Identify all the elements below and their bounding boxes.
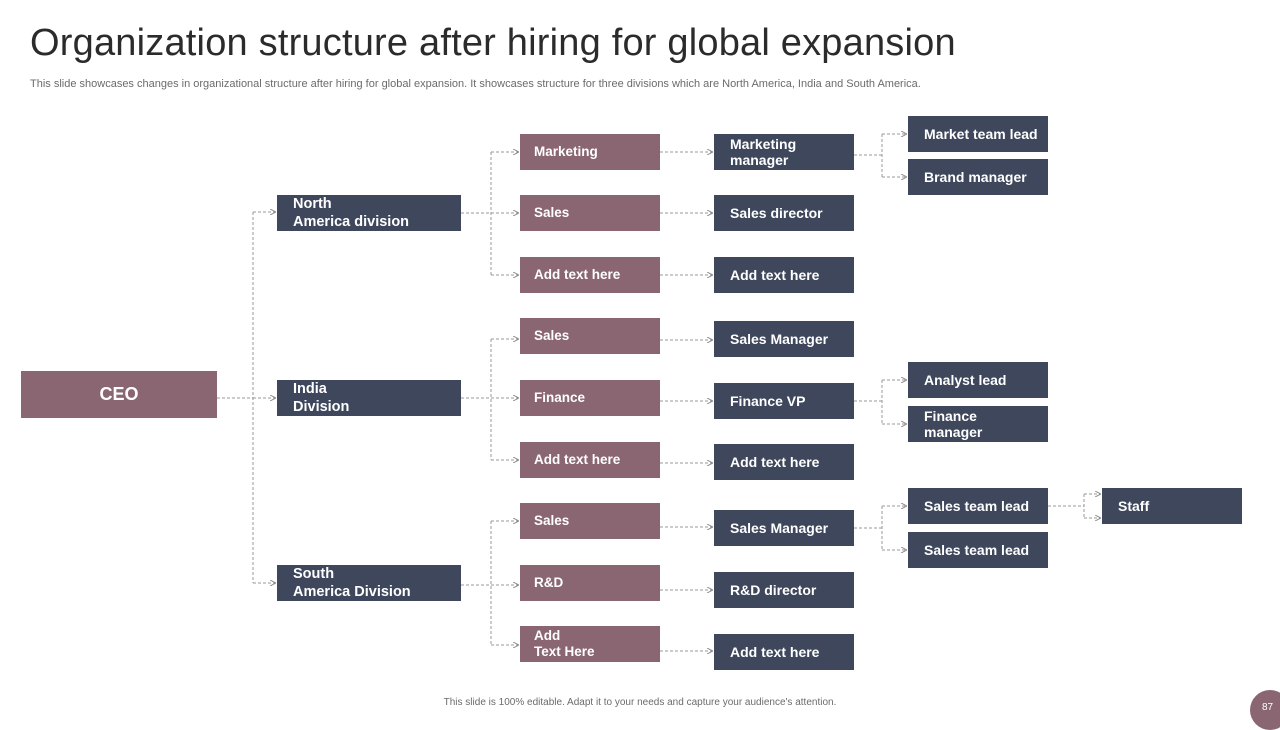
sa-sales-manager-box: Sales Manager	[714, 510, 854, 546]
india-add-text-manager-box: Add text here	[714, 444, 854, 480]
sa-sales-box: Sales	[520, 503, 660, 539]
sa-rnd-box: R&D	[520, 565, 660, 601]
na-add-text-manager-box: Add text here	[714, 257, 854, 293]
na-sales-director-box: Sales director	[714, 195, 854, 231]
staff-box: Staff	[1102, 488, 1242, 524]
footer-note: This slide is 100% editable. Adapt it to…	[443, 697, 837, 708]
na-sales-box: Sales	[520, 195, 660, 231]
india-sales-box: Sales	[520, 318, 660, 354]
india-add-text-box: Add text here	[520, 442, 660, 478]
ceo-box: CEO	[21, 371, 217, 418]
india-finance-vp-box: Finance VP	[714, 383, 854, 419]
india-finance-box: Finance	[520, 380, 660, 416]
na-add-text-box: Add text here	[520, 257, 660, 293]
page-subtitle: This slide showcases changes in organiza…	[30, 78, 921, 90]
sa-add-text-box: Add Text Here	[520, 626, 660, 662]
sa-rnd-director-box: R&D director	[714, 572, 854, 608]
page-number-badge: 87	[1250, 690, 1280, 730]
finance-manager-box: Finance manager	[908, 406, 1048, 442]
brand-manager-box: Brand manager	[908, 159, 1048, 195]
page-title: Organization structure after hiring for …	[30, 22, 956, 64]
sales-team-lead-box: Sales team lead	[908, 488, 1048, 524]
sales-team-lead-box-2: Sales team lead	[908, 532, 1048, 568]
market-team-lead-box: Market team lead	[908, 116, 1048, 152]
na-marketing-box: Marketing	[520, 134, 660, 170]
sa-add-text-manager-box: Add text here	[714, 634, 854, 670]
india-division-box: India Division	[277, 380, 461, 416]
analyst-lead-box: Analyst lead	[908, 362, 1048, 398]
india-sales-manager-box: Sales Manager	[714, 321, 854, 357]
north-america-division-box: North America division	[277, 195, 461, 231]
south-america-division-box: South America Division	[277, 565, 461, 601]
na-marketing-manager-box: Marketing manager	[714, 134, 854, 170]
